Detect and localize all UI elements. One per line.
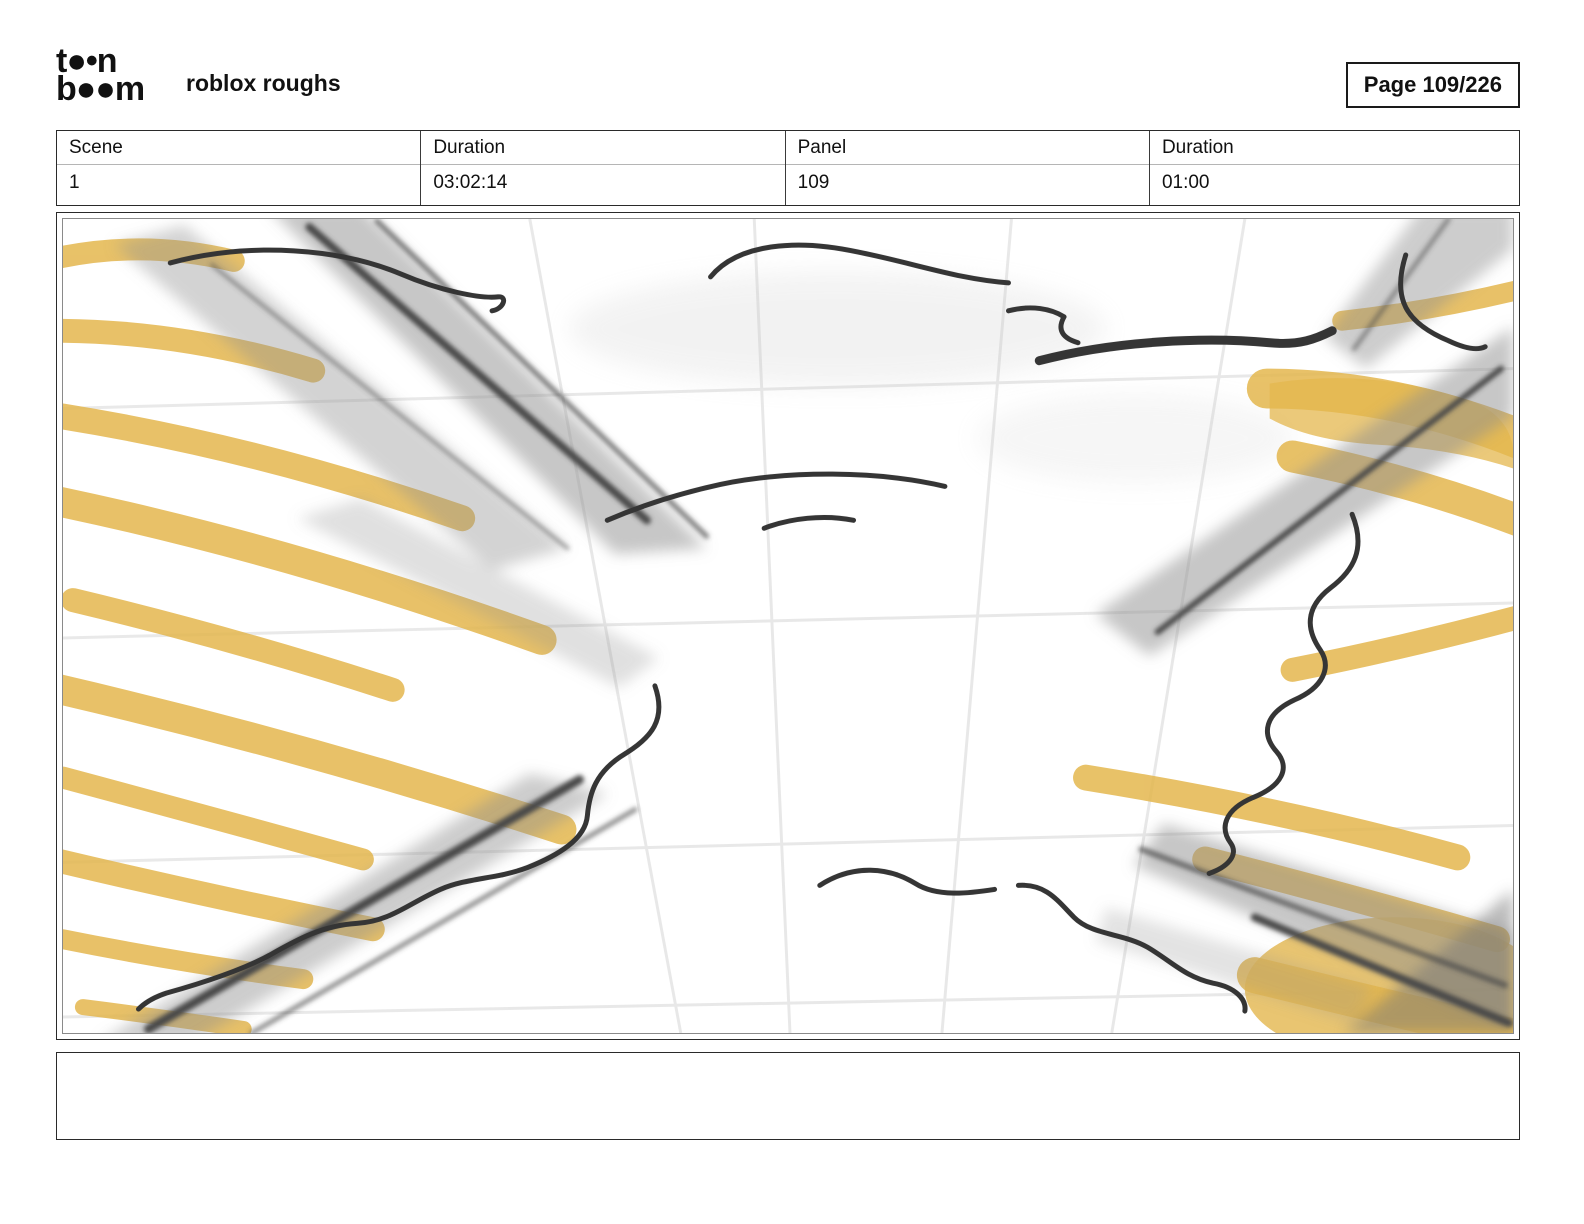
toonboom-logo: t●•n b●●m <box>56 44 176 108</box>
scene-label: Scene <box>57 131 421 165</box>
panel-value: 109 <box>797 172 830 193</box>
scene-duration-value: 03:02:14 <box>433 172 508 193</box>
info-cell-panel: Panel 109 <box>785 131 1150 205</box>
page-number-badge: Page 109/226 <box>1345 62 1520 108</box>
scene-value: 1 <box>69 172 80 193</box>
panel-duration-label: Duration <box>1149 131 1519 165</box>
caption-box <box>56 1052 1520 1140</box>
storyboard-panel-inner-border <box>62 218 1514 1034</box>
panel-label: Panel <box>785 131 1149 165</box>
toonboom-logo-line2: b●●m <box>56 69 145 108</box>
storyboard-artwork <box>63 219 1513 1033</box>
project-title: roblox roughs <box>186 70 341 96</box>
scene-duration-label: Duration <box>421 131 785 165</box>
toonboom-logo-line1: t●•n <box>56 42 118 80</box>
storyboard-panel-frame <box>56 212 1520 1040</box>
panel-info-bar: Scene 1 Duration 03:02:14 Panel 109 Dura… <box>56 130 1520 206</box>
panel-duration-value: 01:00 <box>1161 172 1210 193</box>
info-cell-scene: Scene 1 <box>57 131 422 205</box>
info-cell-scene-duration: Duration 03:02:14 <box>421 131 786 205</box>
info-cell-panel-duration: Duration 01:00 <box>1149 131 1519 205</box>
